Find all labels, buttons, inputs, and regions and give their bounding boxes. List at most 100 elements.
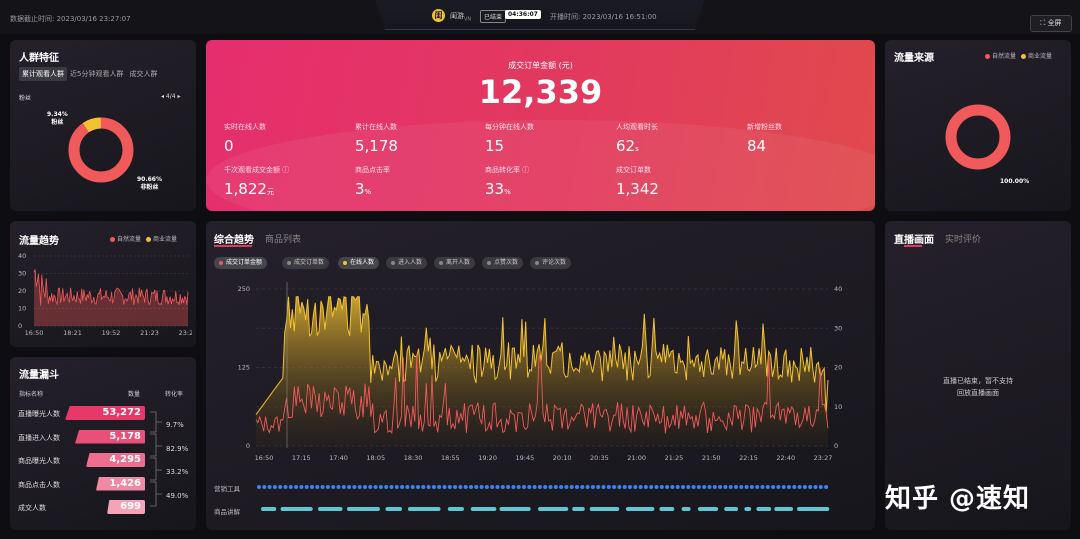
marketing-event-dot[interactable] <box>257 485 261 489</box>
marketing-event-dot[interactable] <box>559 485 564 489</box>
marketing-event-dot[interactable] <box>781 485 786 489</box>
series-toggle-chip[interactable]: 评论次数 <box>530 257 572 269</box>
marketing-event-dot[interactable] <box>596 485 601 489</box>
marketing-event-dot[interactable] <box>633 485 638 489</box>
marketing-event-dot[interactable] <box>612 485 617 489</box>
marketing-event-dot[interactable] <box>622 485 627 489</box>
explain-segment[interactable] <box>280 507 313 511</box>
marketing-event-dot[interactable] <box>643 485 648 489</box>
tab-live-screen[interactable]: 直播画面 <box>894 235 934 246</box>
marketing-event-dot[interactable] <box>283 485 288 489</box>
marketing-event-dot[interactable] <box>267 485 272 489</box>
marketing-event-dot[interactable] <box>500 485 505 489</box>
marketing-event-dot[interactable] <box>744 485 749 489</box>
marketing-event-dot[interactable] <box>728 485 733 489</box>
marketing-event-dot[interactable] <box>734 485 738 489</box>
explain-segment[interactable] <box>797 507 830 511</box>
marketing-event-dot[interactable] <box>749 485 754 489</box>
explain-segment[interactable] <box>724 507 739 511</box>
marketing-event-dot[interactable] <box>702 485 707 489</box>
marketing-event-dot[interactable] <box>771 485 776 489</box>
marketing-event-dot[interactable] <box>543 485 548 489</box>
explain-segment[interactable] <box>589 507 620 511</box>
marketing-event-dot[interactable] <box>474 485 479 489</box>
series-toggle-chip[interactable]: 进入人数 <box>386 257 428 269</box>
marketing-event-dot[interactable] <box>617 485 622 489</box>
marketing-event-dot[interactable] <box>564 485 569 489</box>
marketing-event-dot[interactable] <box>765 485 770 489</box>
marketing-event-dot[interactable] <box>686 485 691 489</box>
explain-segment[interactable] <box>744 507 752 511</box>
marketing-event-dot[interactable] <box>304 485 309 489</box>
series-toggle-chip[interactable]: 离开人数 <box>434 257 476 269</box>
marketing-event-dot[interactable] <box>368 485 373 489</box>
marketing-event-dot[interactable] <box>410 485 415 489</box>
marketing-event-dot[interactable] <box>553 485 558 489</box>
marketing-event-dot[interactable] <box>824 485 829 489</box>
marketing-event-dot[interactable] <box>458 485 463 489</box>
marketing-event-dot[interactable] <box>659 485 664 489</box>
marketing-event-dot[interactable] <box>723 485 728 489</box>
explain-segment[interactable] <box>756 507 772 511</box>
marketing-event-dot[interactable] <box>389 485 394 489</box>
explain-segment[interactable] <box>659 507 675 511</box>
marketing-event-dot[interactable] <box>320 485 325 489</box>
explain-segment[interactable] <box>538 507 569 511</box>
marketing-event-dot[interactable] <box>755 485 760 489</box>
marketing-event-dot[interactable] <box>532 485 537 489</box>
marketing-event-dot[interactable] <box>400 485 405 489</box>
tab-product-list[interactable]: 商品列表 <box>265 235 302 245</box>
marketing-event-dot[interactable] <box>665 485 670 489</box>
marketing-event-dot[interactable] <box>707 485 712 489</box>
marketing-event-dot[interactable] <box>272 485 277 489</box>
marketing-event-dot[interactable] <box>628 485 632 489</box>
marketing-event-dot[interactable] <box>426 485 431 489</box>
marketing-event-dot[interactable] <box>797 485 802 489</box>
marketing-event-dot[interactable] <box>712 485 717 489</box>
marketing-event-dot[interactable] <box>760 485 765 489</box>
marketing-event-dot[interactable] <box>776 485 781 489</box>
marketing-event-dot[interactable] <box>654 485 659 489</box>
marketing-event-dot[interactable] <box>506 485 511 489</box>
explain-segment[interactable] <box>407 507 441 511</box>
fullscreen-button[interactable]: ⛶ 全屏 <box>1030 15 1072 32</box>
marketing-event-dot[interactable] <box>378 485 383 489</box>
marketing-event-dot[interactable] <box>384 485 389 489</box>
explain-segment[interactable] <box>447 507 464 511</box>
marketing-event-dot[interactable] <box>453 485 458 489</box>
marketing-event-dot[interactable] <box>792 485 797 489</box>
crowd-pager[interactable]: ◂ 4/4 ▸ <box>161 93 181 100</box>
series-toggle-chip[interactable]: 成交订单数 <box>282 257 330 269</box>
marketing-event-dot[interactable] <box>437 485 442 489</box>
marketing-event-dot[interactable] <box>537 485 542 489</box>
marketing-event-dot[interactable] <box>585 485 590 489</box>
marketing-event-dot[interactable] <box>601 485 606 489</box>
marketing-event-dot[interactable] <box>299 485 304 489</box>
marketing-event-dot[interactable] <box>394 485 399 489</box>
marketing-event-dot[interactable] <box>463 485 468 489</box>
explain-segment[interactable] <box>681 507 691 511</box>
marketing-event-dot[interactable] <box>373 485 378 489</box>
marketing-event-dot[interactable] <box>479 485 484 489</box>
explain-segment[interactable] <box>774 507 794 511</box>
marketing-event-dot[interactable] <box>813 485 818 489</box>
marketing-event-dot[interactable] <box>315 485 320 489</box>
marketing-event-dot[interactable] <box>739 485 744 489</box>
marketing-event-dot[interactable] <box>696 485 701 489</box>
marketing-event-dot[interactable] <box>818 485 823 489</box>
marketing-event-dot[interactable] <box>590 485 595 489</box>
marketing-event-dot[interactable] <box>310 485 314 489</box>
explain-segment[interactable] <box>346 507 380 511</box>
marketing-event-dot[interactable] <box>447 485 452 489</box>
explain-segment[interactable] <box>499 507 531 511</box>
tab-cumulative[interactable]: 累计观看人群 <box>19 67 67 81</box>
marketing-event-dot[interactable] <box>294 485 299 489</box>
marketing-event-dot[interactable] <box>718 485 723 489</box>
marketing-event-dot[interactable] <box>580 485 585 489</box>
marketing-event-dot[interactable] <box>802 485 807 489</box>
marketing-event-dot[interactable] <box>431 485 436 489</box>
explain-segment[interactable] <box>318 507 343 511</box>
marketing-event-dot[interactable] <box>262 485 267 489</box>
series-toggle-chip[interactable]: 在线人数 <box>338 257 380 269</box>
marketing-event-dot[interactable] <box>416 485 420 489</box>
